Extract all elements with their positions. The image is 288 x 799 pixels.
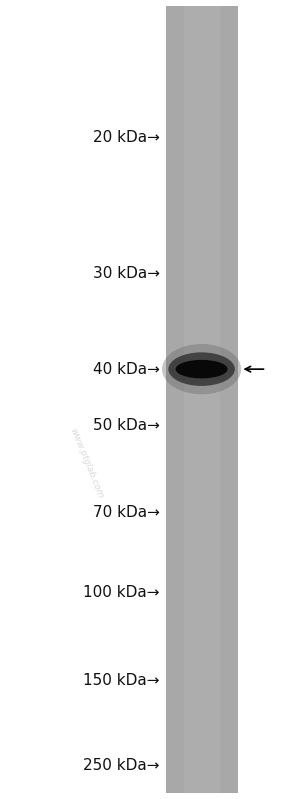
Ellipse shape — [176, 360, 228, 379]
Text: 100 kDa→: 100 kDa→ — [83, 586, 160, 600]
Ellipse shape — [168, 352, 235, 386]
Bar — [166, 6, 238, 793]
Text: 70 kDa→: 70 kDa→ — [93, 506, 160, 520]
Text: 250 kDa→: 250 kDa→ — [83, 758, 160, 773]
Text: www.ptglab.com: www.ptglab.com — [68, 427, 105, 500]
Text: 40 kDa→: 40 kDa→ — [93, 362, 160, 376]
Text: 150 kDa→: 150 kDa→ — [83, 674, 160, 688]
Text: 30 kDa→: 30 kDa→ — [93, 266, 160, 280]
Bar — [184, 6, 219, 793]
Ellipse shape — [162, 344, 241, 394]
Text: 50 kDa→: 50 kDa→ — [93, 418, 160, 432]
Text: 20 kDa→: 20 kDa→ — [93, 130, 160, 145]
